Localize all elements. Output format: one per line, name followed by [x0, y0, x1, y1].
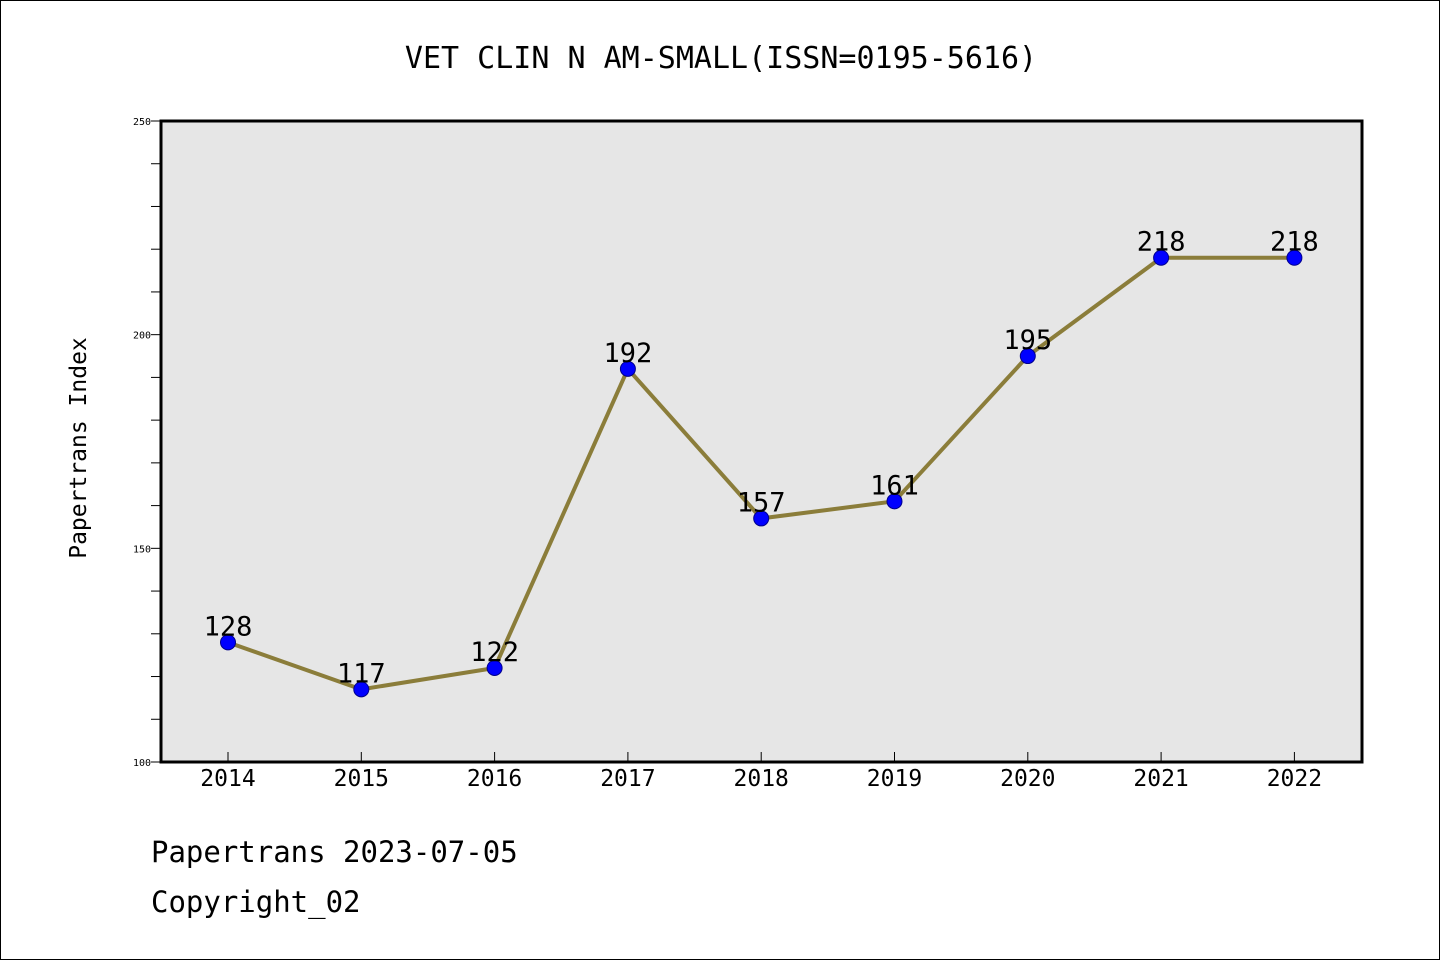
data-point — [1286, 249, 1303, 266]
data-labels-group: 128 117 122 192 157 161 195 218 218 — [204, 227, 1319, 690]
y-axis-ticks: 100 150 200 250 — [133, 117, 161, 769]
data-point — [486, 659, 503, 676]
y-tick-label: 100 — [133, 758, 151, 769]
y-axis-label: Papertrans Index — [66, 337, 92, 559]
x-tick-label: 2017 — [600, 766, 655, 792]
data-label: 128 — [204, 611, 253, 642]
data-point — [753, 510, 770, 527]
data-points-group — [220, 249, 1303, 698]
data-point — [353, 681, 370, 698]
data-point — [1153, 249, 1170, 266]
x-tick-label: 2021 — [1133, 766, 1188, 792]
x-tick-label: 2022 — [1267, 766, 1322, 792]
chart-title: VET CLIN N AM-SMALL(ISSN=0195-5616) — [405, 41, 1037, 76]
footer-copyright-text: Copyright_02 — [151, 885, 361, 919]
data-label: 218 — [1137, 227, 1186, 258]
data-label: 157 — [737, 487, 786, 518]
data-point — [886, 493, 903, 510]
x-tick-label: 2020 — [1000, 766, 1055, 792]
plot-area — [159, 119, 1364, 764]
data-label: 192 — [604, 338, 653, 369]
x-tick-label: 2014 — [200, 766, 255, 792]
x-tick-label: 2018 — [734, 766, 789, 792]
data-label: 122 — [470, 637, 519, 668]
data-point — [220, 634, 236, 651]
y-tick-label: 150 — [133, 544, 151, 555]
data-point — [1019, 348, 1036, 365]
x-tick-label: 2015 — [334, 766, 389, 792]
data-label: 161 — [870, 470, 919, 501]
x-tick-label: 2016 — [467, 766, 522, 792]
data-point — [619, 360, 636, 377]
x-axis-ticks: 2014 2015 2016 2017 2018 2019 2020 2021 2022 — [200, 752, 1322, 792]
x-tick-label: 2019 — [867, 766, 922, 792]
data-label: 117 — [337, 658, 386, 689]
data-label: 195 — [1003, 325, 1052, 356]
footer-date-text: Papertrans 2023-07-05 — [151, 835, 518, 869]
y-tick-label: 250 — [133, 117, 151, 128]
y-tick-label: 200 — [133, 331, 151, 342]
data-label: 218 — [1270, 227, 1319, 258]
